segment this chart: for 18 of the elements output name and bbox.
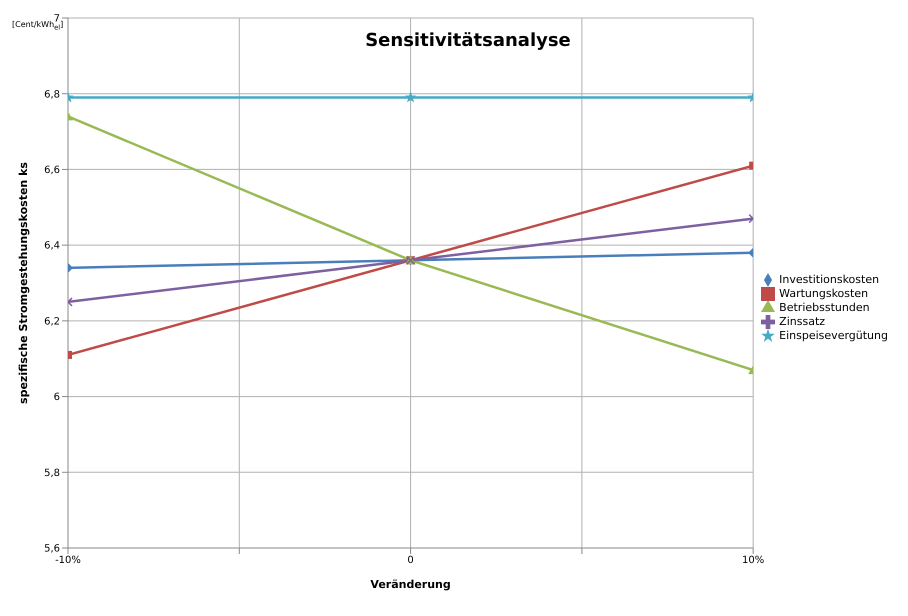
- text: Sensitivitätsanalyse: [365, 30, 571, 51]
- y-tick-label: 6,2: [44, 316, 60, 328]
- y-axis-title: spezifische Stromgestehungskosten ks: [16, 162, 30, 404]
- y-tick-label: 5,8: [44, 468, 60, 479]
- legend-label: Investitionskosten: [779, 273, 880, 286]
- y-tick-label: 6,4: [44, 240, 60, 252]
- x-tick-label: -10%: [55, 555, 81, 566]
- y-tick-label: 6,6: [44, 164, 60, 176]
- legend-label: Zinssatz: [779, 315, 826, 328]
- y-tick-label: 6: [54, 392, 60, 404]
- x-axis-title: Veränderung: [370, 578, 451, 591]
- y-tick-label: 6,8: [44, 89, 60, 100]
- legend-label: Betriebsstunden: [779, 301, 870, 314]
- y-tick-label: 5,6: [44, 544, 60, 555]
- legend-label: Einspeisevergütung: [779, 329, 888, 342]
- x-tick-label: 0: [407, 555, 414, 566]
- legend-label: Wartungskosten: [779, 287, 868, 300]
- x-tick-label: 10%: [742, 555, 764, 566]
